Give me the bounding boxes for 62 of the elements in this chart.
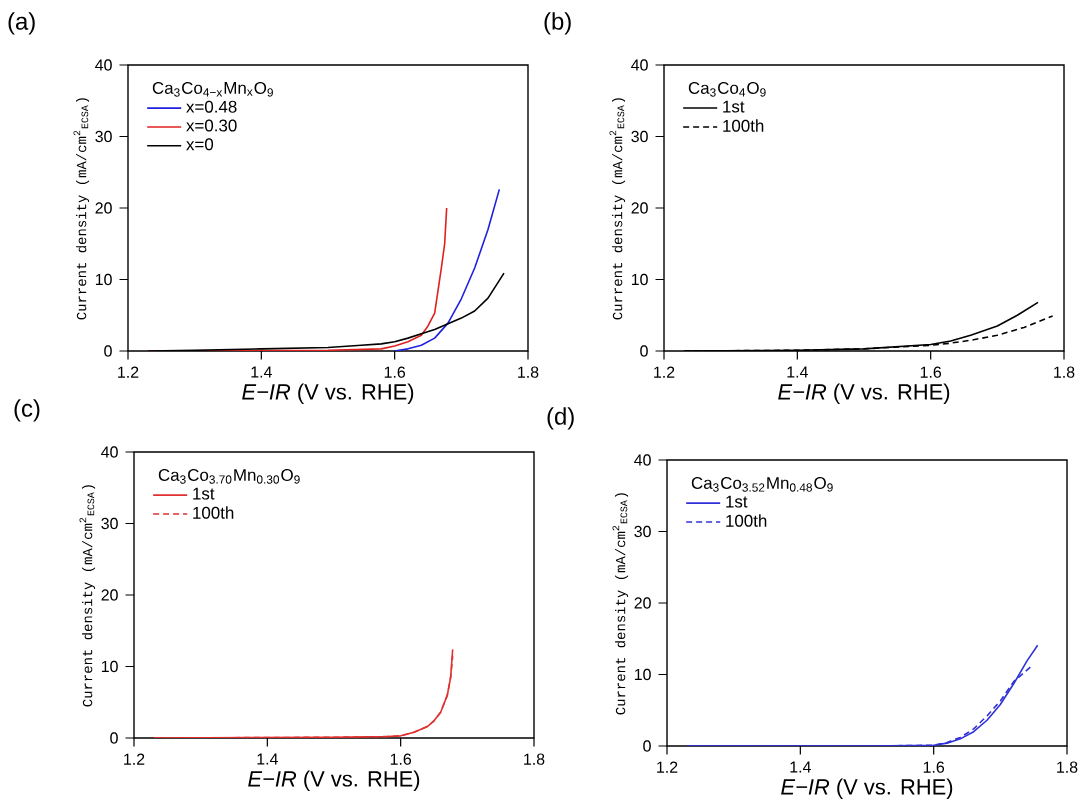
y-axis-title: Current density (mA/cm$^{2}$$_{ECSA}$): [612, 493, 629, 715]
y-tick-label: 0: [640, 345, 648, 357]
y-tick-label: 40: [95, 59, 112, 71]
y-tick-label: 40: [634, 454, 651, 466]
x-tick-label: 1.6: [923, 761, 945, 773]
y-tick-label: 40: [101, 446, 118, 458]
legend-title: Ca$_{3}$Co$_{3.52}$Mn$_{0.48}$O$_{9}$: [691, 476, 833, 492]
y-tick-label: 30: [634, 525, 651, 538]
x-tick-label: 1.4: [251, 366, 272, 378]
x-tick-label: 1.4: [787, 366, 808, 378]
y-tick-label: 40: [631, 59, 648, 71]
y-axis-title: Current density (mA/cm$^{2}$$_{ECSA}$): [73, 98, 90, 320]
legend-title: Ca$_{3}$Co$_{4−x}$Mn$_{x}$O$_{9}$: [152, 81, 273, 97]
x-axis-title: E−IR (V vs. RHE): [778, 383, 950, 404]
x-tick-label: 1.8: [524, 753, 545, 765]
x-tick-label: 1.2: [118, 366, 139, 378]
legend-label: 100th: [723, 119, 764, 132]
x-tick-label: 1.6: [920, 366, 942, 378]
x-tick-label: 1.4: [790, 761, 811, 773]
x-tick-label: 1.2: [654, 366, 675, 378]
x-tick-label: 1.2: [124, 753, 145, 765]
y-tick-label: 0: [110, 732, 118, 744]
y-tick-label: 30: [101, 517, 118, 530]
chart-title: (a): [8, 12, 35, 35]
legend-label: 1st: [193, 487, 215, 500]
legend-label: 1st: [726, 495, 748, 508]
x-tick-label: 1.6: [390, 753, 412, 765]
y-tick-label: 20: [631, 202, 648, 214]
chart-title: (c): [14, 399, 40, 422]
x-tick-label: 1.4: [257, 753, 278, 765]
y-tick-label: 30: [95, 130, 112, 143]
y-tick-label: 30: [631, 130, 648, 143]
legend-title: Ca$_{3}$Co$_{4}$O$_{9}$: [688, 81, 766, 97]
legend-label: 1st: [723, 100, 745, 113]
legend-label: x=0.48: [186, 100, 237, 113]
line-series: [393, 188, 501, 351]
x-axis-title: E−IR (V vs. RHE): [242, 383, 414, 404]
x-tick-label: 1.2: [657, 761, 678, 773]
y-tick-label: 0: [104, 345, 112, 357]
y-tick-label: 0: [643, 740, 651, 752]
y-tick-label: 10: [101, 660, 118, 673]
x-tick-label: 1.6: [384, 366, 406, 378]
y-axis-title: Current density (mA/cm$^{2}$$_{ECSA}$): [609, 98, 626, 320]
chart-title: (b): [544, 12, 571, 35]
y-tick-label: 20: [634, 597, 651, 609]
y-tick-label: 10: [95, 273, 112, 286]
chart-title: (d): [547, 407, 574, 430]
y-tick-label: 20: [101, 589, 118, 601]
y-tick-label: 10: [631, 273, 648, 286]
y-axis-title: Current density (mA/cm$^{2}$$_{ECSA}$): [79, 485, 96, 707]
x-tick-label: 1.8: [1054, 366, 1075, 378]
legend-title: Ca$_{3}$Co$_{3.70}$Mn$_{0.30}$O$_{9}$: [158, 468, 300, 484]
x-tick-label: 1.8: [518, 366, 539, 378]
x-tick-label: 1.8: [1057, 761, 1078, 773]
legend-label: x=0.30: [186, 119, 237, 132]
legend-label: 100th: [726, 514, 767, 527]
legend-label: x=0: [186, 138, 214, 151]
x-axis-title: E−IR (V vs. RHE): [248, 770, 420, 791]
legend-label: 100th: [193, 506, 234, 519]
y-tick-label: 10: [634, 668, 651, 681]
y-tick-label: 20: [95, 202, 112, 214]
x-axis-title: E−IR (V vs. RHE): [781, 778, 953, 799]
